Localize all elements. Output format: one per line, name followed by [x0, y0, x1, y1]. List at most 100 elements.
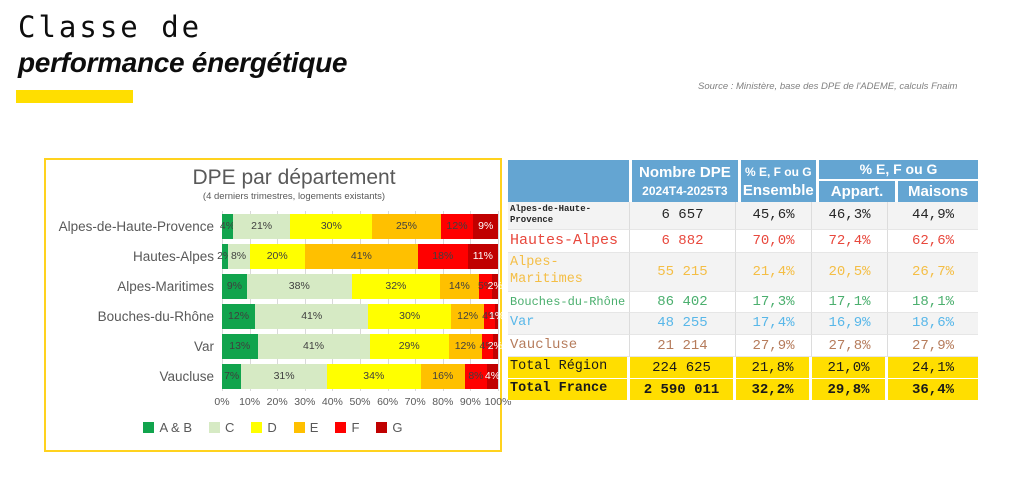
- header-efg-line2: Ensemble: [742, 181, 814, 199]
- cell-efg-maisons: 26,7%: [888, 253, 978, 292]
- bar-segment-G: 2%: [488, 273, 503, 299]
- bar-segment-value: 7%: [224, 370, 240, 382]
- table-row: Alpes-Maritimes 55 215 21,4% 20,5% 26,7%: [508, 253, 978, 292]
- bar-segment-value: 34%: [363, 370, 385, 382]
- bar-segment-C: 31%: [241, 363, 327, 389]
- x-tick: 70%: [404, 396, 426, 408]
- legend-label: D: [267, 420, 277, 435]
- source-note: Source : Ministère, base des DPE de l'AD…: [698, 81, 958, 92]
- header-cell-efg-split: % E, F ou G Appart. Maisons: [819, 160, 979, 202]
- x-tick: 50%: [349, 396, 371, 408]
- title-underline: [16, 89, 133, 103]
- cell-efg-appart: 29,8%: [812, 379, 888, 402]
- bar-segment-E: 16%: [420, 363, 465, 389]
- bar-segment-G: 4%: [484, 363, 501, 389]
- bar-segment-E: 14%: [440, 273, 479, 299]
- bar-stack: 12% 41% 30% 12% 4% 1%: [222, 303, 504, 329]
- bar-category-label: Bouches-du-Rhône: [97, 308, 214, 324]
- bar-segment-value: 29%: [398, 340, 420, 352]
- chart-subtitle: (4 derniers trimestres, logements exista…: [202, 191, 386, 202]
- bar-segment-value: 4%: [484, 370, 501, 382]
- header-cell-efg-ensemble: % E, F ou G Ensemble: [740, 160, 817, 202]
- cell-efg-maisons: 24,1%: [888, 357, 978, 380]
- bar-row: Bouches-du-Rhône 12% 41% 30% 12% 4% 1%: [54, 301, 504, 331]
- cell-nombre-dpe: 21 214: [630, 334, 736, 358]
- table-body: Alpes-de-Haute-Provence 6 657 45,6% 46,3% 44…: [508, 202, 978, 402]
- row-label: Vaucluse: [508, 334, 630, 358]
- bar-segment-value: 30%: [320, 220, 342, 232]
- row-label: Bouches-du-Rhône: [508, 292, 630, 313]
- row-label: Var: [508, 313, 630, 335]
- cell-efg-ensemble: 21,8%: [736, 357, 812, 380]
- grid-line: [415, 211, 417, 391]
- cell-efg-ensemble: 32,2%: [736, 379, 812, 402]
- legend-swatch: [143, 422, 155, 433]
- legend-swatch: [209, 422, 220, 433]
- legend-label: C: [225, 420, 235, 435]
- cell-efg-maisons: 18,6%: [888, 313, 978, 335]
- cell-efg-appart: 27,8%: [812, 334, 888, 358]
- bar-segment-value: 41%: [301, 310, 323, 322]
- legend-swatch: [251, 422, 263, 433]
- bar-segment-value: 9%: [478, 220, 494, 232]
- bar-segment-value: 21%: [251, 220, 273, 232]
- x-tick: 100%: [484, 396, 512, 408]
- grid-line: [277, 211, 279, 391]
- cell-efg-maisons: 62,6%: [888, 230, 978, 254]
- bar-category-label: Alpes-de-Haute-Provence: [58, 218, 214, 234]
- cell-nombre-dpe: 2 590 011: [630, 379, 736, 402]
- chart-title: DPE par département: [192, 166, 396, 189]
- bar-segment-D: 30%: [368, 303, 452, 329]
- bar-segment-G: 2%: [488, 333, 503, 359]
- x-tick: 10%: [239, 396, 261, 408]
- legend-swatch: [293, 422, 305, 433]
- bar-segment-E: 12%: [448, 333, 482, 359]
- bar-segment-C: 41%: [255, 303, 369, 329]
- grid-line: [387, 211, 389, 391]
- chart-gridlines: [222, 211, 499, 391]
- bar-row: Hautes-Alpes 2% 8% 20% 41% 18% 11%: [54, 241, 498, 271]
- legend-swatch: [335, 422, 347, 433]
- bar-segment-C: 21%: [232, 213, 291, 239]
- bar-segment-F: 4%: [482, 303, 498, 329]
- bar-segment-value: 41%: [303, 340, 325, 352]
- bar-stack: 7% 31% 34% 16% 8% 4%: [222, 363, 501, 389]
- cell-efg-maisons: 27,9%: [888, 335, 978, 358]
- dpe-table: Nombre DPE 2024T4-2025T3 % E, F ou G Ens…: [508, 160, 979, 402]
- bar-row: Alpes-de-Haute-Provence 4% 21% 30% 25% 12% 9%: [54, 211, 499, 241]
- cell-efg-maisons: 36,4%: [888, 379, 978, 402]
- bar-segment-value: 1%: [489, 310, 505, 322]
- legend-label: E: [309, 420, 319, 435]
- legend-item: C: [209, 420, 234, 435]
- bar-segment-value: 8%: [468, 370, 484, 382]
- bar-segment-D: 32%: [351, 273, 441, 299]
- bar-stack: 4% 21% 30% 25% 12% 9%: [219, 213, 499, 239]
- x-tick: 0%: [214, 396, 230, 408]
- cell-efg-ensemble: 70,0%: [736, 229, 812, 254]
- header-cell-blank: [508, 160, 630, 202]
- page-title-line2: performance énergétique: [18, 46, 348, 78]
- header-cell-nombre-dpe: Nombre DPE 2024T4-2025T3: [632, 160, 738, 202]
- cell-efg-ensemble: 21,4%: [736, 253, 812, 292]
- bar-segment-A&B: 13%: [222, 333, 258, 359]
- bar-segment-value: 14%: [448, 280, 470, 292]
- bar-segment-value: 41%: [350, 250, 372, 262]
- bar-segment-F: 8%: [464, 363, 487, 389]
- bar-segment-D: 30%: [290, 213, 373, 239]
- header-nombre-line1: Nombre DPE: [639, 163, 731, 181]
- bar-segment-A&B: 9%: [222, 273, 247, 299]
- bar-segment-E: 41%: [304, 243, 418, 269]
- cell-efg-ensemble: 17,4%: [736, 313, 812, 335]
- table-row: Hautes-Alpes 6 882 70,0% 72,4% 62,6%: [508, 229, 978, 254]
- table-row: Vaucluse 21 214 27,9% 27,8% 27,9%: [508, 334, 978, 358]
- bar-segment-value: 4%: [219, 220, 236, 232]
- row-label: Total France: [508, 379, 630, 402]
- grid-line: [498, 211, 499, 391]
- bar-segment-value: 20%: [266, 250, 288, 262]
- cell-efg-appart: 17,1%: [812, 292, 888, 313]
- legend-item: F: [335, 420, 359, 435]
- bar-segment-value: 4%: [482, 310, 498, 322]
- x-tick: 80%: [432, 396, 454, 408]
- grid-line: [249, 211, 251, 391]
- row-label: Total Région: [508, 357, 630, 380]
